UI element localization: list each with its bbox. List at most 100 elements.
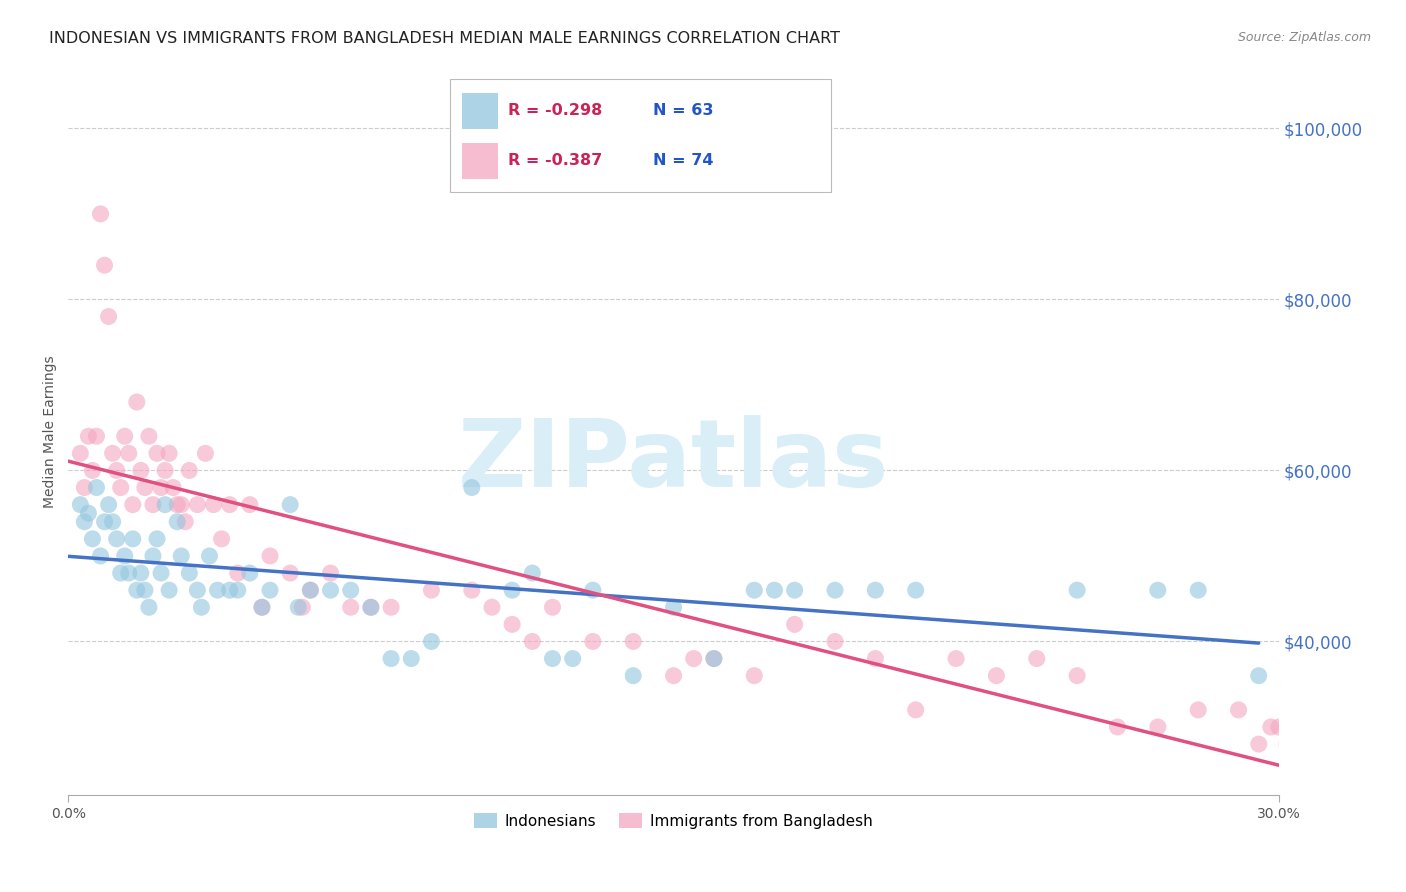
Point xyxy=(97,310,120,324)
Point xyxy=(339,600,361,615)
Point xyxy=(150,566,173,580)
Point xyxy=(865,583,887,598)
Point xyxy=(986,668,1008,682)
Point xyxy=(319,583,342,598)
Point xyxy=(186,498,208,512)
Point xyxy=(77,506,100,520)
Point xyxy=(1227,703,1250,717)
Point xyxy=(662,668,685,682)
Point xyxy=(582,583,605,598)
Point xyxy=(77,429,100,443)
Point xyxy=(1107,720,1129,734)
Text: ZIPatlas: ZIPatlas xyxy=(458,415,889,507)
Point xyxy=(118,446,141,460)
Point xyxy=(399,651,422,665)
Point xyxy=(190,600,212,615)
Point xyxy=(226,566,249,580)
Point xyxy=(582,634,605,648)
Point xyxy=(179,566,201,580)
Point xyxy=(138,429,160,443)
Point xyxy=(218,498,240,512)
Text: INDONESIAN VS IMMIGRANTS FROM BANGLADESH MEDIAN MALE EARNINGS CORRELATION CHART: INDONESIAN VS IMMIGRANTS FROM BANGLADESH… xyxy=(49,31,841,46)
Point xyxy=(541,600,564,615)
Point xyxy=(202,498,225,512)
Point xyxy=(522,634,544,648)
Point xyxy=(129,566,152,580)
Point xyxy=(239,498,262,512)
FancyBboxPatch shape xyxy=(450,79,831,192)
Point xyxy=(1146,583,1168,598)
Point xyxy=(904,583,927,598)
Point xyxy=(501,583,523,598)
Point xyxy=(142,498,165,512)
FancyBboxPatch shape xyxy=(461,93,498,129)
Point xyxy=(1025,651,1047,665)
Point xyxy=(125,395,148,409)
Point xyxy=(541,651,564,665)
Point xyxy=(250,600,273,615)
Point xyxy=(621,634,644,648)
Point xyxy=(259,549,281,563)
Point xyxy=(299,583,322,598)
Point xyxy=(93,258,115,272)
Point xyxy=(662,600,685,615)
Point xyxy=(360,600,382,615)
Point xyxy=(360,600,382,615)
Point xyxy=(1275,737,1298,751)
Point xyxy=(194,446,217,460)
Point xyxy=(118,566,141,580)
Point xyxy=(114,429,136,443)
Point xyxy=(461,583,484,598)
Point xyxy=(174,515,197,529)
Point xyxy=(865,651,887,665)
Point xyxy=(1292,754,1315,768)
Point xyxy=(278,498,301,512)
Point xyxy=(621,668,644,682)
Point xyxy=(105,463,128,477)
Point xyxy=(69,498,91,512)
Point xyxy=(783,583,806,598)
Point xyxy=(153,463,176,477)
Point xyxy=(211,532,233,546)
Point xyxy=(278,566,301,580)
Point xyxy=(250,600,273,615)
Point xyxy=(239,566,262,580)
Text: N = 74: N = 74 xyxy=(652,153,713,168)
Point xyxy=(501,617,523,632)
Point xyxy=(1268,720,1291,734)
Point xyxy=(420,583,443,598)
Point xyxy=(420,634,443,648)
Text: R = -0.387: R = -0.387 xyxy=(508,153,602,168)
Point xyxy=(742,668,765,682)
Y-axis label: Median Male Earnings: Median Male Earnings xyxy=(44,356,58,508)
Text: R = -0.298: R = -0.298 xyxy=(508,103,602,119)
Point xyxy=(1066,583,1088,598)
Point xyxy=(319,566,342,580)
Point xyxy=(561,651,583,665)
Point xyxy=(162,481,184,495)
Point xyxy=(82,532,104,546)
Point xyxy=(291,600,314,615)
Point xyxy=(146,532,169,546)
Point xyxy=(121,532,143,546)
Point xyxy=(93,515,115,529)
Point xyxy=(129,463,152,477)
Point xyxy=(198,549,221,563)
Point xyxy=(1247,737,1270,751)
Point xyxy=(105,532,128,546)
Point xyxy=(86,481,108,495)
Point xyxy=(89,549,111,563)
Point xyxy=(945,651,967,665)
Point xyxy=(287,600,309,615)
Point xyxy=(824,583,846,598)
Point xyxy=(783,617,806,632)
Point xyxy=(101,515,124,529)
Point xyxy=(339,583,361,598)
Point xyxy=(166,515,188,529)
Point xyxy=(299,583,322,598)
Point xyxy=(1247,668,1270,682)
Point xyxy=(703,651,725,665)
Point xyxy=(153,498,176,512)
Point xyxy=(125,583,148,598)
Point xyxy=(89,207,111,221)
